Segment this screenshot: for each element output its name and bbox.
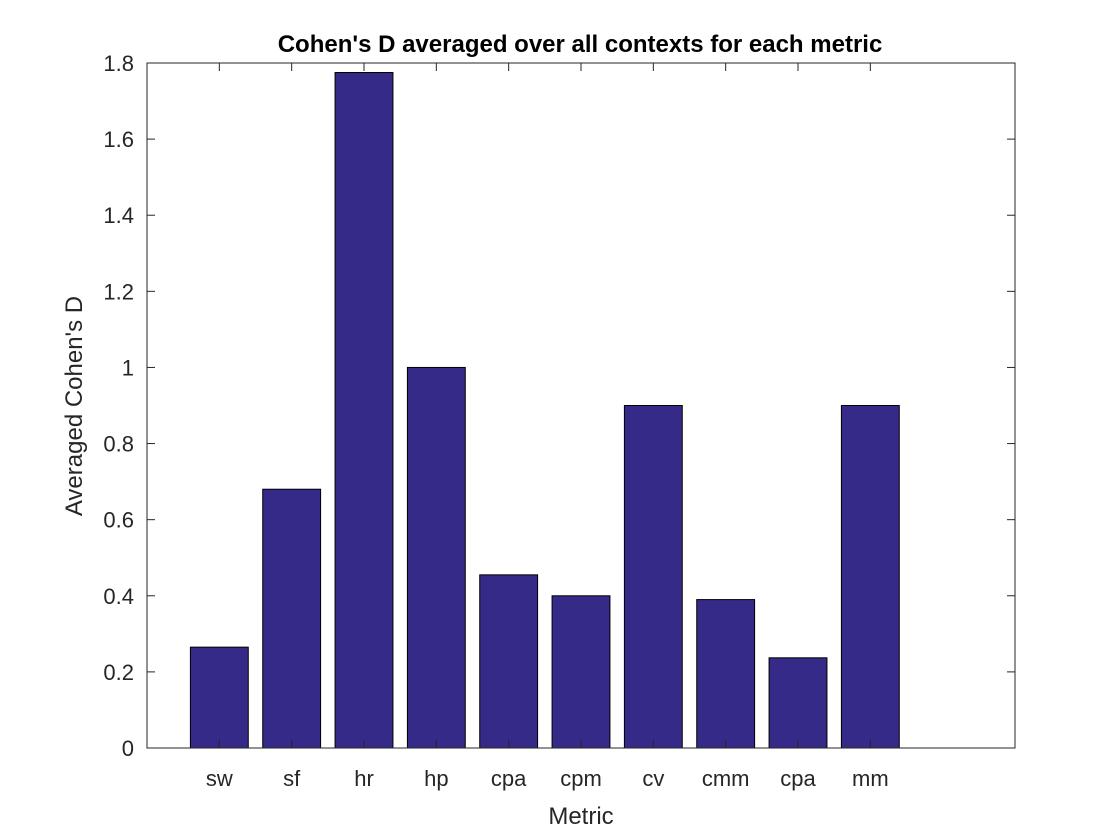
x-tick-label: sf xyxy=(283,766,301,791)
y-tick-label: 0 xyxy=(122,736,134,761)
bar-3 xyxy=(334,72,394,749)
x-tick-label: hp xyxy=(424,766,448,791)
bar-7 xyxy=(623,405,683,749)
x-tick-label: cpa xyxy=(780,766,816,791)
y-tick-label: 1.4 xyxy=(103,203,134,228)
chart-title: Cohen's D averaged over all contexts for… xyxy=(278,31,883,58)
x-tick-label: cmm xyxy=(702,766,750,791)
x-tick-label: hr xyxy=(354,766,374,791)
bar-4 xyxy=(406,366,466,749)
y-tick-label: 0.6 xyxy=(103,508,134,533)
y-tick-label: 0.8 xyxy=(103,432,134,457)
bar-6 xyxy=(551,595,611,749)
x-axis-label: Metric xyxy=(548,803,613,830)
y-axis-label: Averaged Cohen's D xyxy=(61,296,88,516)
bar-1 xyxy=(189,646,249,749)
x-axis: sw sf hr hp cpa cpm cv cmm cpa mm xyxy=(206,63,889,791)
y-tick-label: 1.6 xyxy=(103,127,134,152)
x-tick-label: mm xyxy=(852,766,889,791)
bar-2 xyxy=(262,488,322,749)
y-tick-label: 1.8 xyxy=(103,51,134,76)
bars-group xyxy=(189,72,900,749)
bar-9 xyxy=(768,657,828,749)
bar-10 xyxy=(840,405,900,749)
y-tick-label: 1 xyxy=(122,355,134,380)
y-axis: 0 0.2 0.4 0.6 0.8 1 1.2 1.4 1.6 1.8 xyxy=(103,51,1015,761)
x-tick-label: cpm xyxy=(560,766,602,791)
x-tick-label: cv xyxy=(642,766,664,791)
y-tick-label: 0.2 xyxy=(103,660,134,685)
y-tick-label: 1.2 xyxy=(103,279,134,304)
bar-5 xyxy=(479,574,539,749)
x-tick-label: cpa xyxy=(491,766,527,791)
y-tick-label: 0.4 xyxy=(103,584,134,609)
bar-8 xyxy=(696,599,756,749)
x-tick-label: sw xyxy=(206,766,233,791)
